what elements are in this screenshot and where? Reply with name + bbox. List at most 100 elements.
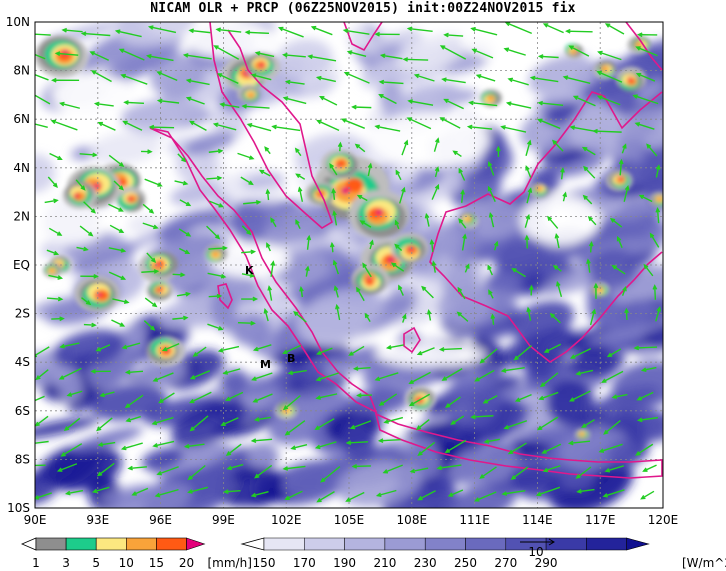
wind-vector [208, 293, 223, 299]
wind-vector [305, 265, 310, 277]
wind-vector [35, 369, 49, 381]
wind-vector [176, 291, 191, 297]
wind-vector [581, 419, 595, 429]
coastline-bangka [403, 326, 421, 354]
olr-cell [436, 284, 493, 328]
wind-vector [638, 194, 653, 203]
wind-vector [474, 369, 495, 382]
wind-vector [244, 30, 270, 35]
precip-cell [48, 267, 56, 274]
wind-vector [537, 54, 559, 59]
wind-vector [611, 264, 626, 275]
lon-tick-label: 105E [334, 513, 365, 527]
wind-vector [575, 369, 594, 376]
lon-tick-label: 99E [212, 513, 235, 527]
wind-vector [542, 23, 564, 34]
olr-cell [389, 161, 420, 182]
wind-vector [552, 265, 562, 272]
wind-vector [332, 210, 338, 226]
precip-colorbar-low-arrow [20, 537, 37, 551]
wind-vector [374, 31, 400, 37]
olr-cell [127, 215, 157, 233]
olr-colorbar-tick: 210 [373, 556, 396, 570]
wind-vector [434, 166, 440, 178]
olr-cell [528, 57, 596, 100]
wind-vector [526, 306, 532, 321]
wind-vector [315, 393, 338, 400]
wind-vector [542, 465, 561, 473]
wind-vector [251, 372, 273, 381]
wind-vector [264, 146, 271, 155]
wind-vector [611, 393, 628, 400]
wind-vector [457, 286, 466, 300]
precip-cell [116, 178, 128, 187]
wind-vector [642, 464, 657, 472]
wind-vector [583, 165, 596, 179]
wind-vector [113, 180, 124, 191]
wind-vector [216, 73, 239, 85]
precip-colorbar-tick: 5 [92, 556, 100, 570]
wind-vector [267, 285, 273, 301]
wind-vector [182, 53, 212, 60]
wind-vector [417, 441, 436, 456]
wind-vector [398, 284, 404, 296]
lat-tick-label: 10N [6, 15, 30, 29]
wind-vector [426, 309, 432, 321]
wind-vector [124, 369, 144, 375]
wind-vector [633, 345, 658, 351]
wind-vector [643, 263, 654, 277]
wind-vector [97, 441, 116, 447]
wind-vector [461, 233, 467, 251]
wind-vector [464, 263, 470, 273]
wind-vector [59, 342, 80, 349]
coastlines [149, 22, 663, 479]
wind-vector [222, 368, 241, 375]
wind-vector [602, 489, 625, 498]
wind-vector [487, 161, 495, 176]
wind-vector [50, 119, 78, 131]
wind-vector [439, 117, 461, 129]
wind-vector [504, 22, 533, 35]
olr-colorbar-tick: 290 [535, 556, 558, 570]
wind-vector [187, 464, 206, 481]
wind-vector [377, 438, 401, 443]
wind-vector [146, 252, 157, 263]
wind-vector [596, 95, 621, 106]
wind-vector [91, 486, 110, 494]
wind-vector [475, 74, 496, 82]
olr-cell [617, 200, 648, 222]
wind-vector [172, 272, 186, 278]
wind-vector [79, 225, 94, 237]
wind-vector [295, 219, 301, 230]
wind-vector [487, 264, 493, 276]
wind-vector [359, 220, 372, 228]
wind-vector [369, 239, 374, 250]
wind-vector [319, 96, 338, 106]
station-label-k: K [245, 264, 254, 277]
precip-colorbar-swatch [65, 537, 97, 551]
wind-vector [266, 242, 271, 252]
olr-field [35, 22, 663, 508]
precip-cell [94, 182, 101, 188]
olr-colorbar-swatch [304, 537, 345, 551]
wind-vector [258, 169, 271, 177]
coastline-borneo [429, 91, 663, 363]
wind-vector [80, 273, 99, 279]
wind-vector [351, 104, 372, 110]
precip-colorbar-tick: 15 [149, 556, 164, 570]
wind-vector [178, 228, 192, 237]
wind-vector [399, 186, 406, 204]
station-label-b: B [287, 352, 295, 365]
wind-vector [394, 219, 400, 230]
wind-vector [337, 141, 343, 152]
wind-vector [207, 323, 224, 331]
olr-cell [567, 104, 624, 151]
precip-cell [257, 60, 266, 68]
olr-cell [546, 379, 595, 427]
wind-vector [306, 234, 312, 250]
wind-vector [356, 194, 368, 202]
olr-colorbar-swatch [586, 537, 627, 551]
wind-vector [156, 98, 180, 104]
precip-cell [345, 177, 364, 193]
wind-vector [439, 45, 467, 60]
